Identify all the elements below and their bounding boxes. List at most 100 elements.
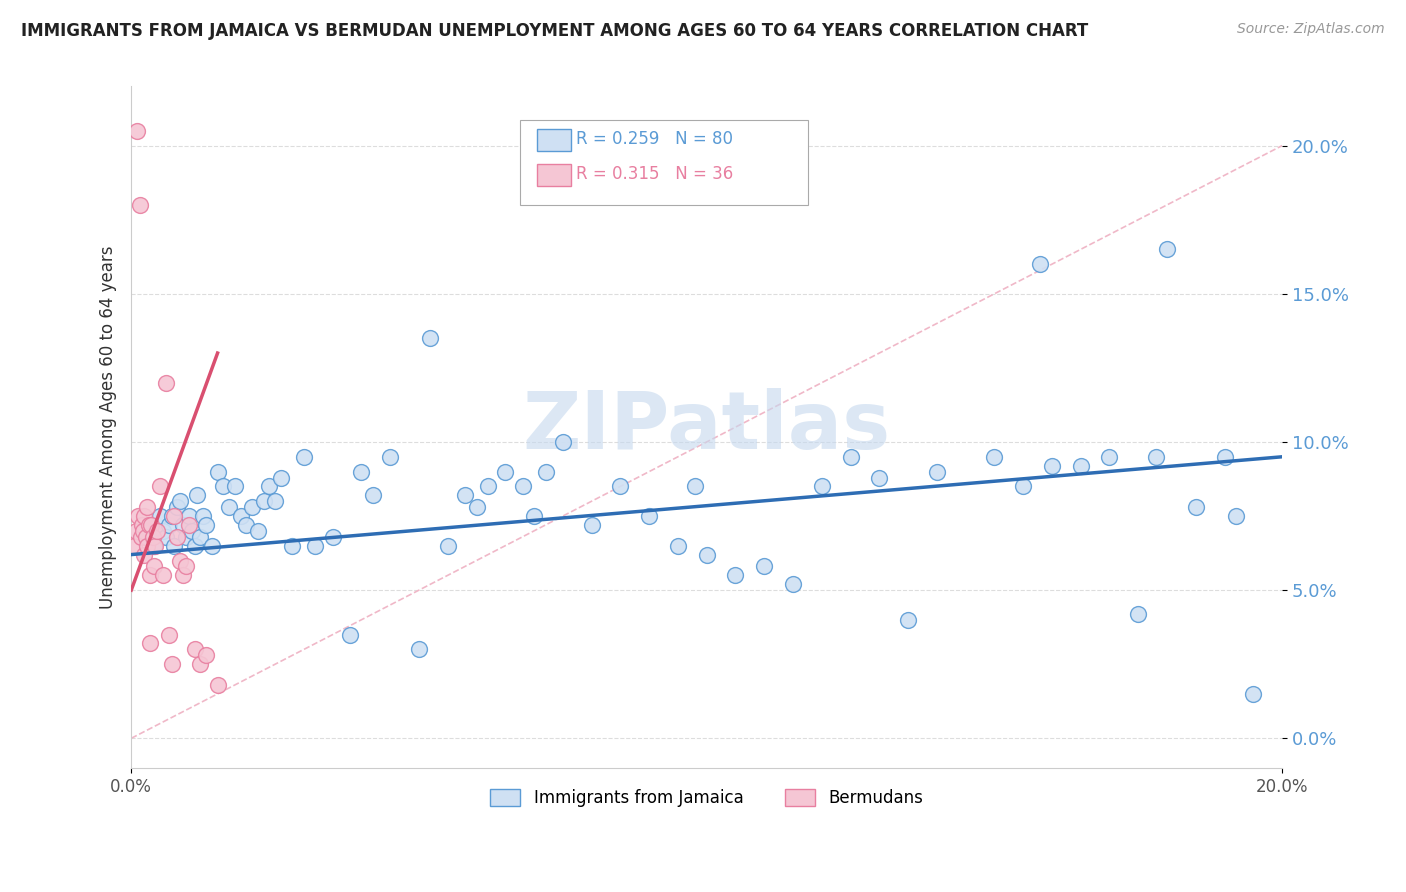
Point bbox=[477, 479, 499, 493]
Text: ZIPatlas: ZIPatlas bbox=[523, 388, 891, 467]
Point bbox=[186, 488, 208, 502]
Point bbox=[246, 524, 269, 538]
Point bbox=[925, 465, 948, 479]
Point bbox=[1040, 458, 1063, 473]
Point bbox=[152, 568, 174, 582]
Point bbox=[512, 479, 534, 493]
Point bbox=[252, 494, 274, 508]
Point bbox=[174, 559, 197, 574]
Text: R = 0.259   N = 80: R = 0.259 N = 80 bbox=[576, 130, 734, 148]
Point bbox=[155, 530, 177, 544]
Point bbox=[172, 518, 194, 533]
Point bbox=[609, 479, 631, 493]
Point bbox=[218, 500, 240, 515]
Point bbox=[160, 509, 183, 524]
Point bbox=[1098, 450, 1121, 464]
Point bbox=[169, 553, 191, 567]
Point bbox=[810, 479, 832, 493]
Point bbox=[281, 539, 304, 553]
Point bbox=[408, 642, 430, 657]
Point bbox=[581, 518, 603, 533]
Point bbox=[135, 500, 157, 515]
Point bbox=[136, 539, 159, 553]
Point bbox=[638, 509, 661, 524]
Point bbox=[1144, 450, 1167, 464]
Point bbox=[145, 539, 167, 553]
Point bbox=[157, 627, 180, 641]
Point bbox=[122, 539, 145, 553]
Point bbox=[292, 450, 315, 464]
Point bbox=[163, 539, 186, 553]
Point bbox=[666, 539, 689, 553]
Point bbox=[188, 530, 211, 544]
Text: IMMIGRANTS FROM JAMAICA VS BERMUDAN UNEMPLOYMENT AMONG AGES 60 TO 64 YEARS CORRE: IMMIGRANTS FROM JAMAICA VS BERMUDAN UNEM… bbox=[21, 22, 1088, 40]
Point bbox=[696, 548, 718, 562]
Point bbox=[195, 648, 218, 663]
Point bbox=[183, 642, 205, 657]
Point bbox=[146, 524, 169, 538]
Point bbox=[166, 530, 188, 544]
Point bbox=[494, 465, 516, 479]
Point bbox=[782, 577, 804, 591]
Point bbox=[201, 539, 224, 553]
Point bbox=[1128, 607, 1150, 621]
Point bbox=[270, 470, 292, 484]
Point bbox=[1213, 450, 1236, 464]
Point bbox=[128, 198, 150, 212]
Point bbox=[188, 657, 211, 672]
Y-axis label: Unemployment Among Ages 60 to 64 years: Unemployment Among Ages 60 to 64 years bbox=[100, 245, 117, 609]
Point bbox=[983, 450, 1005, 464]
Point bbox=[229, 509, 252, 524]
Point bbox=[465, 500, 488, 515]
Point bbox=[174, 530, 197, 544]
Point bbox=[183, 539, 205, 553]
Point bbox=[1070, 458, 1092, 473]
Point bbox=[1029, 257, 1052, 271]
Point bbox=[207, 465, 229, 479]
Point bbox=[534, 465, 557, 479]
Point bbox=[163, 509, 186, 524]
Point bbox=[361, 488, 384, 502]
Point bbox=[157, 518, 180, 533]
Legend: Immigrants from Jamaica, Bermudans: Immigrants from Jamaica, Bermudans bbox=[484, 782, 929, 814]
Point bbox=[160, 657, 183, 672]
Point bbox=[240, 500, 263, 515]
Point bbox=[897, 613, 920, 627]
Point bbox=[551, 434, 574, 449]
Point bbox=[322, 530, 344, 544]
Point bbox=[419, 331, 441, 345]
Point bbox=[155, 376, 177, 390]
Point bbox=[195, 518, 218, 533]
Point bbox=[380, 450, 402, 464]
Point bbox=[1156, 243, 1178, 257]
Point bbox=[166, 500, 188, 515]
Point bbox=[143, 559, 166, 574]
Point bbox=[141, 518, 163, 533]
Point bbox=[132, 530, 155, 544]
Point bbox=[259, 479, 281, 493]
Point bbox=[141, 518, 163, 533]
Point bbox=[683, 479, 706, 493]
Point bbox=[212, 479, 235, 493]
Point bbox=[125, 524, 148, 538]
Point bbox=[264, 494, 287, 508]
Point bbox=[132, 509, 155, 524]
Point bbox=[724, 568, 747, 582]
Point bbox=[1012, 479, 1035, 493]
Point bbox=[138, 524, 160, 538]
Point bbox=[1184, 500, 1206, 515]
Point bbox=[304, 539, 326, 553]
Point bbox=[125, 124, 148, 138]
Point bbox=[149, 479, 172, 493]
Point bbox=[132, 524, 155, 538]
Point bbox=[177, 518, 200, 533]
Point bbox=[454, 488, 477, 502]
Point bbox=[142, 530, 165, 544]
Point bbox=[436, 539, 458, 553]
Point bbox=[138, 518, 160, 533]
Point bbox=[177, 509, 200, 524]
Point bbox=[143, 539, 166, 553]
Point bbox=[139, 636, 162, 650]
Point bbox=[523, 509, 546, 524]
Point bbox=[149, 509, 172, 524]
